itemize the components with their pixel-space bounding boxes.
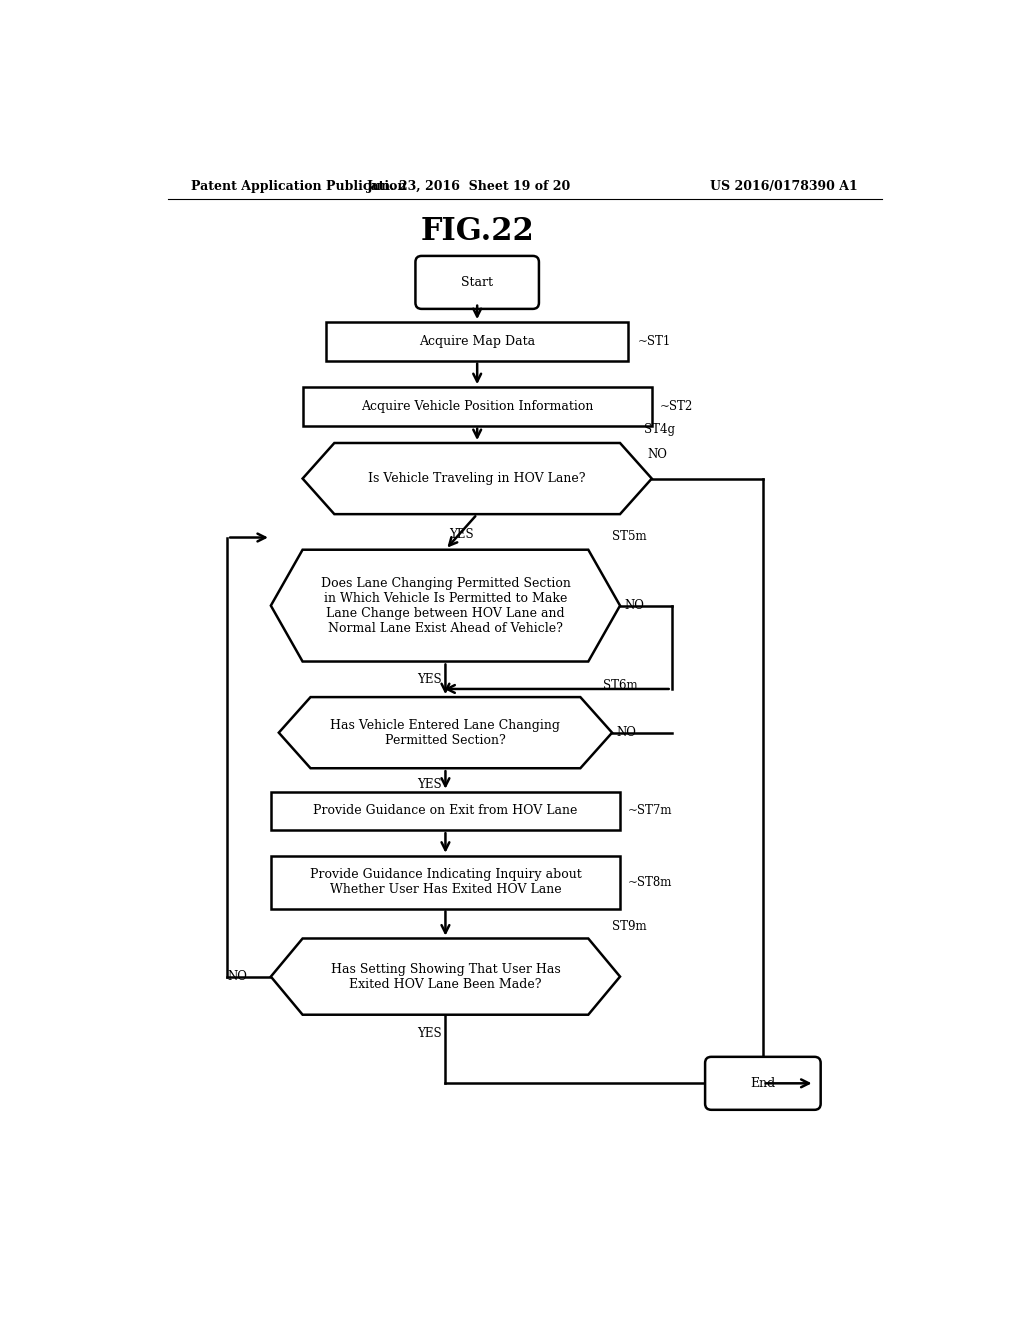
Text: Jun. 23, 2016  Sheet 19 of 20: Jun. 23, 2016 Sheet 19 of 20: [368, 181, 571, 193]
Text: ST9m: ST9m: [612, 920, 647, 933]
Bar: [327, 322, 628, 360]
FancyBboxPatch shape: [706, 1057, 820, 1110]
Text: US 2016/0178390 A1: US 2016/0178390 A1: [711, 181, 858, 193]
Text: ~ST1: ~ST1: [638, 335, 671, 348]
Text: YES: YES: [417, 777, 442, 791]
Polygon shape: [303, 444, 651, 515]
Text: NO: NO: [624, 599, 644, 612]
Text: ST5m: ST5m: [612, 529, 647, 543]
Text: Is Vehicle Traveling in HOV Lane?: Is Vehicle Traveling in HOV Lane?: [369, 473, 586, 484]
Bar: [270, 855, 621, 908]
Text: Acquire Map Data: Acquire Map Data: [419, 335, 536, 348]
Text: FIG.22: FIG.22: [420, 216, 535, 247]
Bar: [303, 387, 651, 426]
Text: End: End: [751, 1077, 775, 1090]
Text: ~ST8m: ~ST8m: [628, 875, 673, 888]
Polygon shape: [270, 939, 621, 1015]
Text: NO: NO: [648, 447, 668, 461]
Bar: [270, 792, 621, 830]
Text: Start: Start: [461, 276, 494, 289]
Text: ~ST2: ~ST2: [659, 400, 693, 413]
Text: NO: NO: [227, 970, 247, 983]
Text: YES: YES: [417, 1027, 442, 1040]
Polygon shape: [270, 549, 621, 661]
Text: Provide Guidance on Exit from HOV Lane: Provide Guidance on Exit from HOV Lane: [313, 804, 578, 817]
Text: NO: NO: [616, 726, 636, 739]
Text: Has Vehicle Entered Lane Changing
Permitted Section?: Has Vehicle Entered Lane Changing Permit…: [331, 718, 560, 747]
Text: Has Setting Showing That User Has
Exited HOV Lane Been Made?: Has Setting Showing That User Has Exited…: [331, 962, 560, 990]
Text: ST6m: ST6m: [602, 678, 637, 692]
Text: ST4g: ST4g: [644, 422, 675, 436]
Text: ~ST7m: ~ST7m: [628, 804, 673, 817]
Text: Patent Application Publication: Patent Application Publication: [191, 181, 407, 193]
FancyBboxPatch shape: [416, 256, 539, 309]
Text: YES: YES: [449, 528, 474, 541]
Polygon shape: [279, 697, 612, 768]
Text: Does Lane Changing Permitted Section
in Which Vehicle Is Permitted to Make
Lane : Does Lane Changing Permitted Section in …: [321, 577, 570, 635]
Text: YES: YES: [417, 673, 442, 686]
Text: Provide Guidance Indicating Inquiry about
Whether User Has Exited HOV Lane: Provide Guidance Indicating Inquiry abou…: [309, 869, 582, 896]
Text: Acquire Vehicle Position Information: Acquire Vehicle Position Information: [361, 400, 593, 413]
